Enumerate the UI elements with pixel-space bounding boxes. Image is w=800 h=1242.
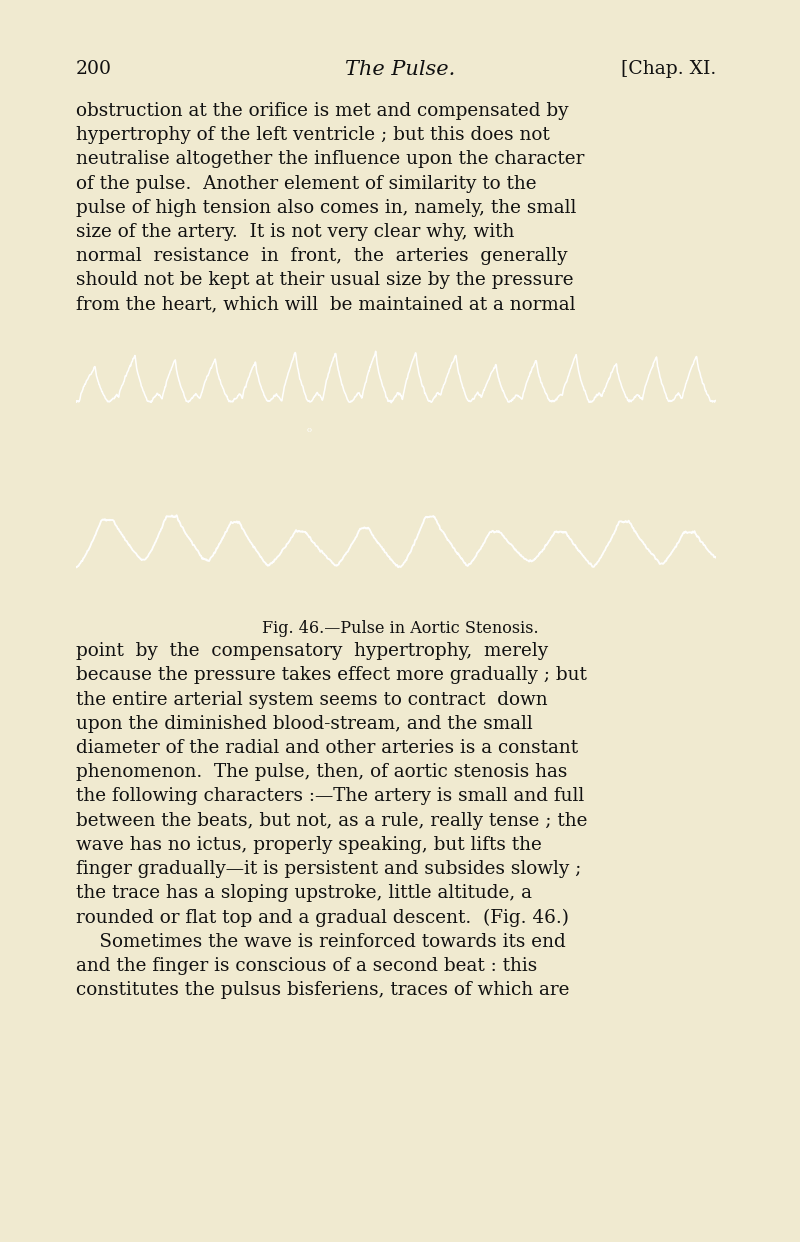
Text: diameter of the radial and other arteries is a constant: diameter of the radial and other arterie…: [76, 739, 578, 756]
Text: from the heart, which will  be maintained at a normal: from the heart, which will be maintained…: [76, 296, 575, 313]
Text: rounded or flat top and a gradual descent.  (Fig. 46.): rounded or flat top and a gradual descen…: [76, 909, 569, 927]
Text: because the pressure takes effect more gradually ; but: because the pressure takes effect more g…: [76, 667, 587, 684]
Text: hypertrophy of the left ventricle ; but this does not: hypertrophy of the left ventricle ; but …: [76, 125, 550, 144]
Text: the following characters :—The artery is small and full: the following characters :—The artery is…: [76, 787, 584, 805]
Text: the entire arterial system seems to contract  down: the entire arterial system seems to cont…: [76, 691, 548, 708]
Text: The Pulse.: The Pulse.: [345, 60, 455, 78]
Text: Fig. 46.—Pulse in Aortic Stenosis.: Fig. 46.—Pulse in Aortic Stenosis.: [262, 620, 538, 637]
Text: of the pulse.  Another element of similarity to the: of the pulse. Another element of similar…: [76, 174, 537, 193]
Text: phenomenon.  The pulse, then, of aortic stenosis has: phenomenon. The pulse, then, of aortic s…: [76, 763, 567, 781]
Text: wave has no ictus, properly speaking, but lifts the: wave has no ictus, properly speaking, bu…: [76, 836, 542, 853]
Text: constitutes the pulsus bisferiens, traces of which are: constitutes the pulsus bisferiens, trace…: [76, 981, 570, 999]
Text: upon the diminished blood-stream, and the small: upon the diminished blood-stream, and th…: [76, 714, 533, 733]
Text: obstruction at the orifice is met and compensated by: obstruction at the orifice is met and co…: [76, 102, 569, 119]
Text: Sometimes the wave is reinforced towards its end: Sometimes the wave is reinforced towards…: [76, 933, 566, 950]
Text: size of the artery.  It is not very clear why, with: size of the artery. It is not very clear…: [76, 224, 514, 241]
Text: and the finger is conscious of a second beat : this: and the finger is conscious of a second …: [76, 956, 538, 975]
Text: 200: 200: [76, 60, 112, 77]
Text: the trace has a sloping upstroke, little altitude, a: the trace has a sloping upstroke, little…: [76, 884, 532, 902]
Text: between the beats, but not, as a rule, really tense ; the: between the beats, but not, as a rule, r…: [76, 812, 587, 830]
Text: o: o: [307, 426, 312, 433]
Text: neutralise altogether the influence upon the character: neutralise altogether the influence upon…: [76, 150, 584, 168]
Text: point  by  the  compensatory  hypertrophy,  merely: point by the compensatory hypertrophy, m…: [76, 642, 548, 660]
Text: should not be kept at their usual size by the pressure: should not be kept at their usual size b…: [76, 271, 574, 289]
Text: pulse of high tension also comes in, namely, the small: pulse of high tension also comes in, nam…: [76, 199, 576, 216]
Text: finger gradually—it is persistent and subsides slowly ;: finger gradually—it is persistent and su…: [76, 859, 582, 878]
Text: [Chap. XI.: [Chap. XI.: [621, 60, 716, 77]
Text: normal  resistance  in  front,  the  arteries  generally: normal resistance in front, the arteries…: [76, 247, 567, 265]
